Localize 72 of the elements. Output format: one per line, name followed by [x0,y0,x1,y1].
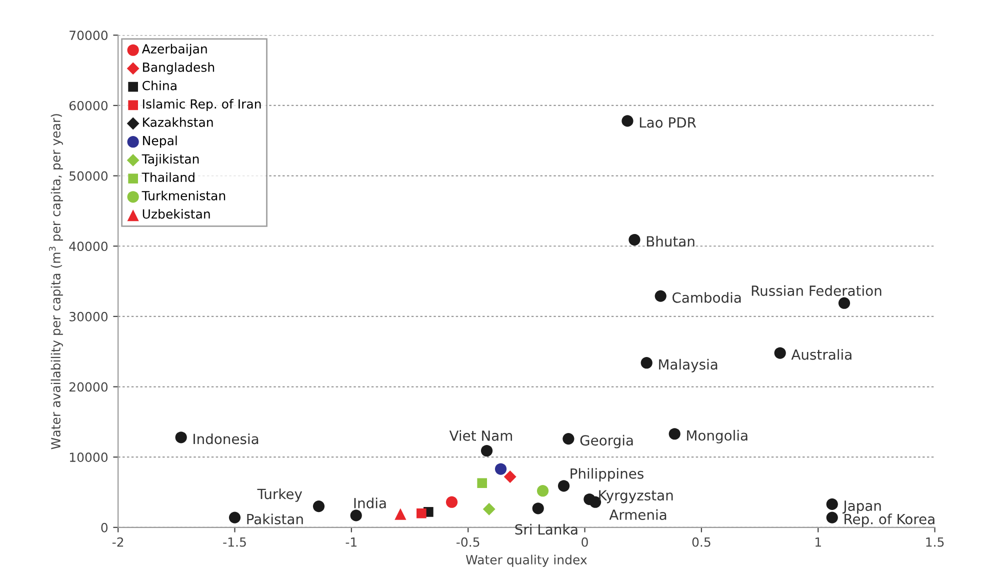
annotation: Russian Federation [752,285,882,296]
x-tick-label: -1.5 [223,538,246,547]
x-tick-label: -0.5 [456,537,480,547]
y-tick-label: 0 [101,522,108,532]
annotation: Bhutan [646,236,694,247]
point [826,512,838,524]
point [622,115,634,127]
point [654,290,666,302]
point [838,297,850,309]
point [394,508,406,520]
annotation: Sri Lanka [515,524,578,535]
y-tick-label: 20000 [70,382,108,392]
point [774,347,786,359]
x-tick-label: 0 [582,537,588,547]
point [477,478,488,488]
legend-label: Uzbekistan [142,209,210,219]
x-tick-label: 0.5 [692,537,710,547]
point [494,463,507,475]
annotation: Armenia [609,509,666,520]
annotation: Australia [791,349,852,360]
y-tick-label: 40000 [69,242,108,252]
annotation: Georgia [580,434,633,448]
annotation: Turkey [257,488,302,502]
legend-label: Tajikistan [142,154,199,166]
annotation: Kyrgyzstan [599,490,673,504]
annotation: Lao PDR [640,117,696,128]
y-tick-label: 30000 [70,312,108,322]
legend-label: Kazakhstan [143,117,213,127]
y-tick-label: 60000 [69,100,108,110]
point [558,480,570,492]
point [228,512,241,524]
legend-label: Islamic Rep. of Iran [143,98,261,112]
point [312,500,325,512]
y-axis-title: Water availability per capita (m$^{3}$ per capita, per year) [49,114,63,450]
point [175,432,187,444]
y-tick-label: 50000 [70,171,108,181]
annotation: India [354,498,386,508]
legend-label: Turkmenistan [142,190,226,200]
point [668,428,680,440]
annotation: Rep. of Korea [844,514,934,528]
legend-label: Thailand [142,172,194,182]
annotation: Indonesia [194,433,258,444]
x-tick-label: 1.5 [926,538,944,547]
x-tick-label: -1 [346,538,357,547]
x-axis-title: Water quality index [466,554,587,567]
point [350,510,362,522]
point [532,502,544,514]
legend-label: Azerbaijan [142,44,207,56]
annotation: Malaysia [659,358,718,372]
annotation: Pakistan [247,514,303,524]
y-tick-label: 70000 [70,30,108,40]
point [480,444,493,457]
x-tick-label: -2 [112,537,124,547]
legend-label: Nepal [143,136,177,148]
point [482,502,496,516]
point [416,508,426,518]
point [446,496,458,508]
annotation: Mongolia [687,430,748,444]
point [628,234,640,246]
point [504,470,516,483]
legend-label: China [142,80,176,90]
point [536,485,549,497]
point [640,357,652,369]
point [562,432,574,445]
annotation: Viet Nam [449,430,512,441]
annotation: Japan [842,500,881,514]
legend-label: Bangladesh [143,62,214,74]
annotation: Philippines [570,468,644,482]
annotation: Cambodia [672,292,741,303]
x-tick-label: 1 [816,538,821,547]
y-tick-label: 10000 [70,452,108,462]
point [826,498,838,510]
